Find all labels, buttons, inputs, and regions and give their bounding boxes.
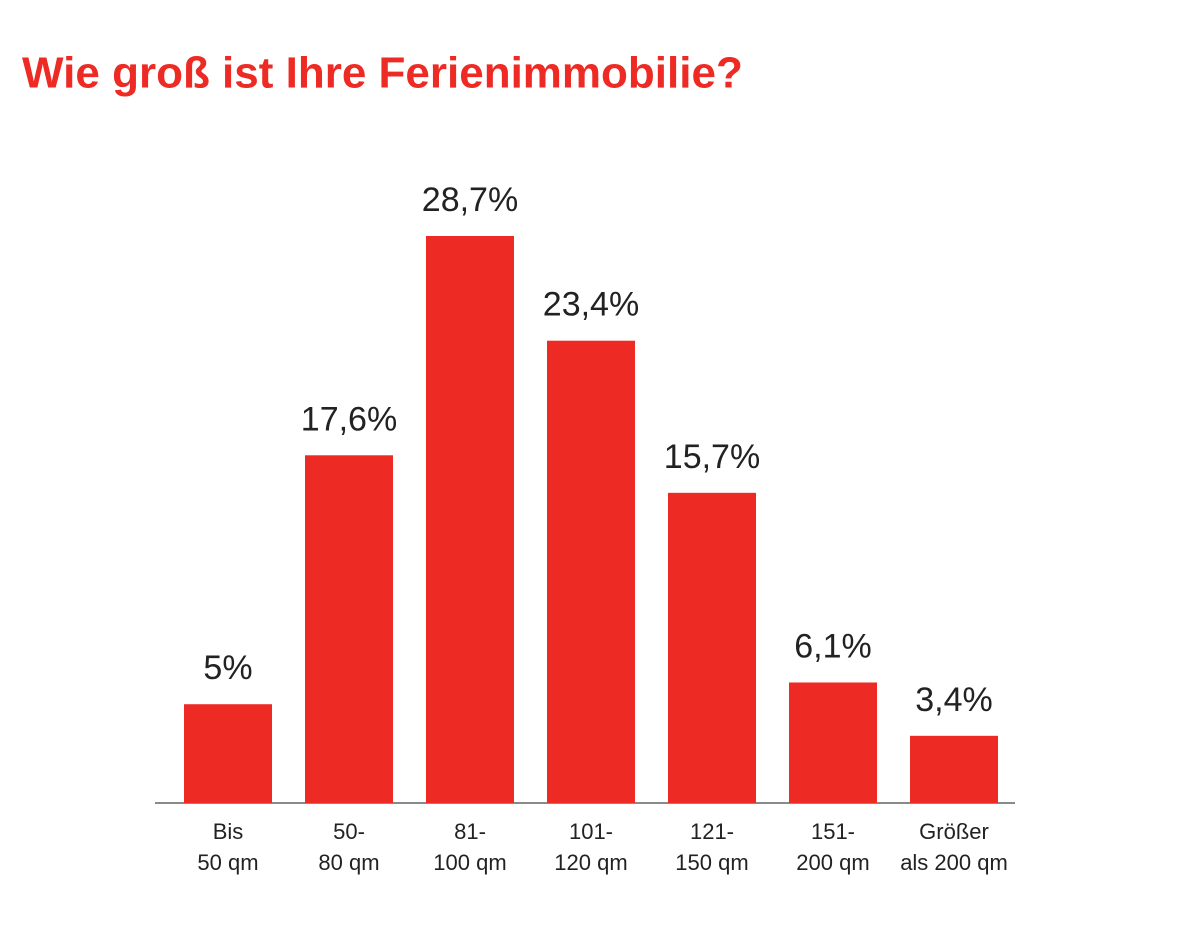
x-tick-label: als 200 qm: [900, 850, 1008, 875]
chart-title: Wie groß ist Ihre Ferienimmobilie?: [22, 49, 743, 98]
bar: [789, 682, 877, 803]
x-tick-label: Größer: [919, 819, 989, 844]
value-label: 15,7%: [664, 438, 760, 476]
value-label: 23,4%: [543, 286, 639, 324]
value-label: 3,4%: [915, 681, 993, 719]
bar: [547, 340, 635, 803]
bar: [184, 704, 272, 803]
x-tick-label: 150 qm: [675, 850, 748, 875]
x-tick-label: 81-: [454, 819, 486, 844]
x-tick-label: 101-: [569, 819, 613, 844]
value-label: 17,6%: [301, 400, 397, 438]
bar: [910, 735, 998, 803]
x-tick-label: 121-: [690, 819, 734, 844]
bar: [668, 492, 756, 803]
x-tick-label: 50 qm: [197, 850, 258, 875]
bar: [305, 455, 393, 803]
value-label: 28,7%: [422, 181, 518, 219]
x-tick-label: 120 qm: [554, 850, 627, 875]
x-tick-label: 80 qm: [318, 850, 379, 875]
bar: [426, 236, 514, 803]
x-tick-label: Bis: [213, 819, 244, 844]
x-tick-label: 50-: [333, 819, 365, 844]
value-label: 6,1%: [794, 627, 872, 665]
x-tick-label: 100 qm: [433, 850, 506, 875]
x-tick-label: 151-: [811, 819, 855, 844]
x-tick-label: 200 qm: [796, 850, 869, 875]
value-label: 5%: [203, 649, 252, 687]
